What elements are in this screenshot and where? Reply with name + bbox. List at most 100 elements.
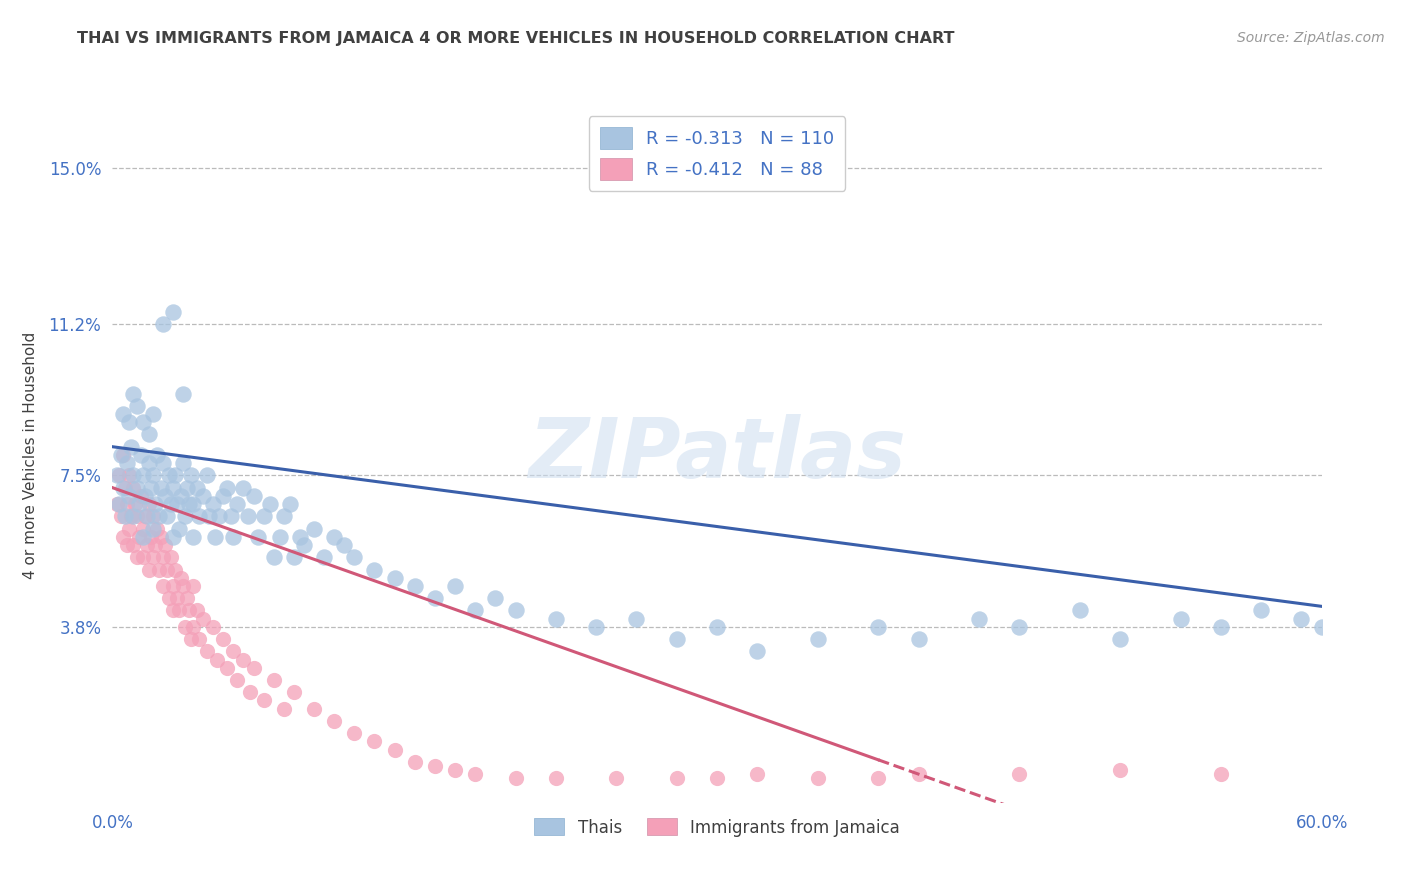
Point	[222, 644, 245, 658]
Point	[117, 415, 139, 429]
Point	[163, 562, 186, 576]
Point	[172, 579, 194, 593]
Point	[115, 538, 138, 552]
Point	[263, 550, 285, 565]
Point	[217, 481, 239, 495]
Point	[198, 509, 221, 524]
Point	[107, 468, 129, 483]
Point	[292, 538, 315, 552]
Point	[138, 562, 160, 576]
Point	[153, 538, 176, 552]
Point	[232, 652, 254, 666]
Point	[191, 489, 214, 503]
Point	[212, 489, 235, 503]
Point	[1109, 632, 1132, 646]
Point	[323, 530, 346, 544]
Point	[273, 701, 295, 715]
Point	[166, 497, 188, 511]
Point	[384, 742, 406, 756]
Point	[135, 509, 157, 524]
Point	[162, 603, 184, 617]
Point	[186, 481, 208, 495]
Point	[172, 386, 194, 401]
Point	[202, 620, 225, 634]
Point	[172, 456, 194, 470]
Point	[423, 591, 446, 606]
Point	[111, 448, 134, 462]
Point	[125, 509, 148, 524]
Point	[464, 767, 486, 781]
Point	[202, 497, 225, 511]
Point	[120, 440, 142, 454]
Point	[142, 522, 165, 536]
Point	[242, 489, 264, 503]
Point	[505, 771, 527, 785]
Point	[312, 550, 335, 565]
Point	[907, 767, 929, 781]
Point	[605, 771, 627, 785]
Point	[505, 603, 527, 617]
Text: Source: ZipAtlas.com: Source: ZipAtlas.com	[1237, 31, 1385, 45]
Point	[148, 562, 170, 576]
Point	[967, 612, 990, 626]
Point	[176, 591, 198, 606]
Point	[160, 497, 183, 511]
Point	[544, 612, 567, 626]
Point	[181, 620, 204, 634]
Point	[134, 509, 156, 524]
Point	[191, 612, 214, 626]
Point	[124, 497, 146, 511]
Point	[363, 734, 385, 748]
Point	[1170, 612, 1192, 626]
Point	[174, 509, 197, 524]
Point	[105, 468, 128, 483]
Point	[226, 673, 249, 687]
Point	[384, 571, 406, 585]
Point	[149, 481, 172, 495]
Point	[246, 530, 269, 544]
Point	[273, 509, 295, 524]
Point	[232, 481, 254, 495]
Point	[1008, 620, 1031, 634]
Y-axis label: 4 or more Vehicles in Household: 4 or more Vehicles in Household	[22, 331, 38, 579]
Point	[128, 530, 150, 544]
Point	[146, 522, 169, 536]
Point	[146, 448, 169, 462]
Point	[1109, 763, 1132, 777]
Point	[188, 632, 211, 646]
Point	[747, 644, 769, 658]
Point	[404, 755, 426, 769]
Point	[121, 481, 143, 495]
Point	[207, 652, 229, 666]
Point	[152, 550, 174, 565]
Point	[236, 509, 259, 524]
Point	[128, 497, 150, 511]
Point	[132, 468, 155, 483]
Point	[149, 530, 172, 544]
Point	[180, 468, 202, 483]
Point	[120, 509, 142, 524]
Point	[135, 538, 157, 552]
Point	[143, 497, 166, 511]
Point	[343, 550, 366, 565]
Point	[1008, 767, 1031, 781]
Point	[156, 509, 179, 524]
Point	[157, 468, 180, 483]
Point	[484, 591, 506, 606]
Point	[242, 661, 264, 675]
Point	[134, 489, 156, 503]
Point	[208, 509, 231, 524]
Point	[176, 481, 198, 495]
Point	[152, 456, 174, 470]
Point	[157, 591, 180, 606]
Point	[111, 530, 134, 544]
Point	[226, 497, 249, 511]
Point	[167, 522, 190, 536]
Point	[163, 468, 186, 483]
Point	[177, 603, 200, 617]
Point	[343, 726, 366, 740]
Point	[706, 771, 728, 785]
Point	[143, 538, 166, 552]
Point	[188, 509, 211, 524]
Point	[162, 530, 184, 544]
